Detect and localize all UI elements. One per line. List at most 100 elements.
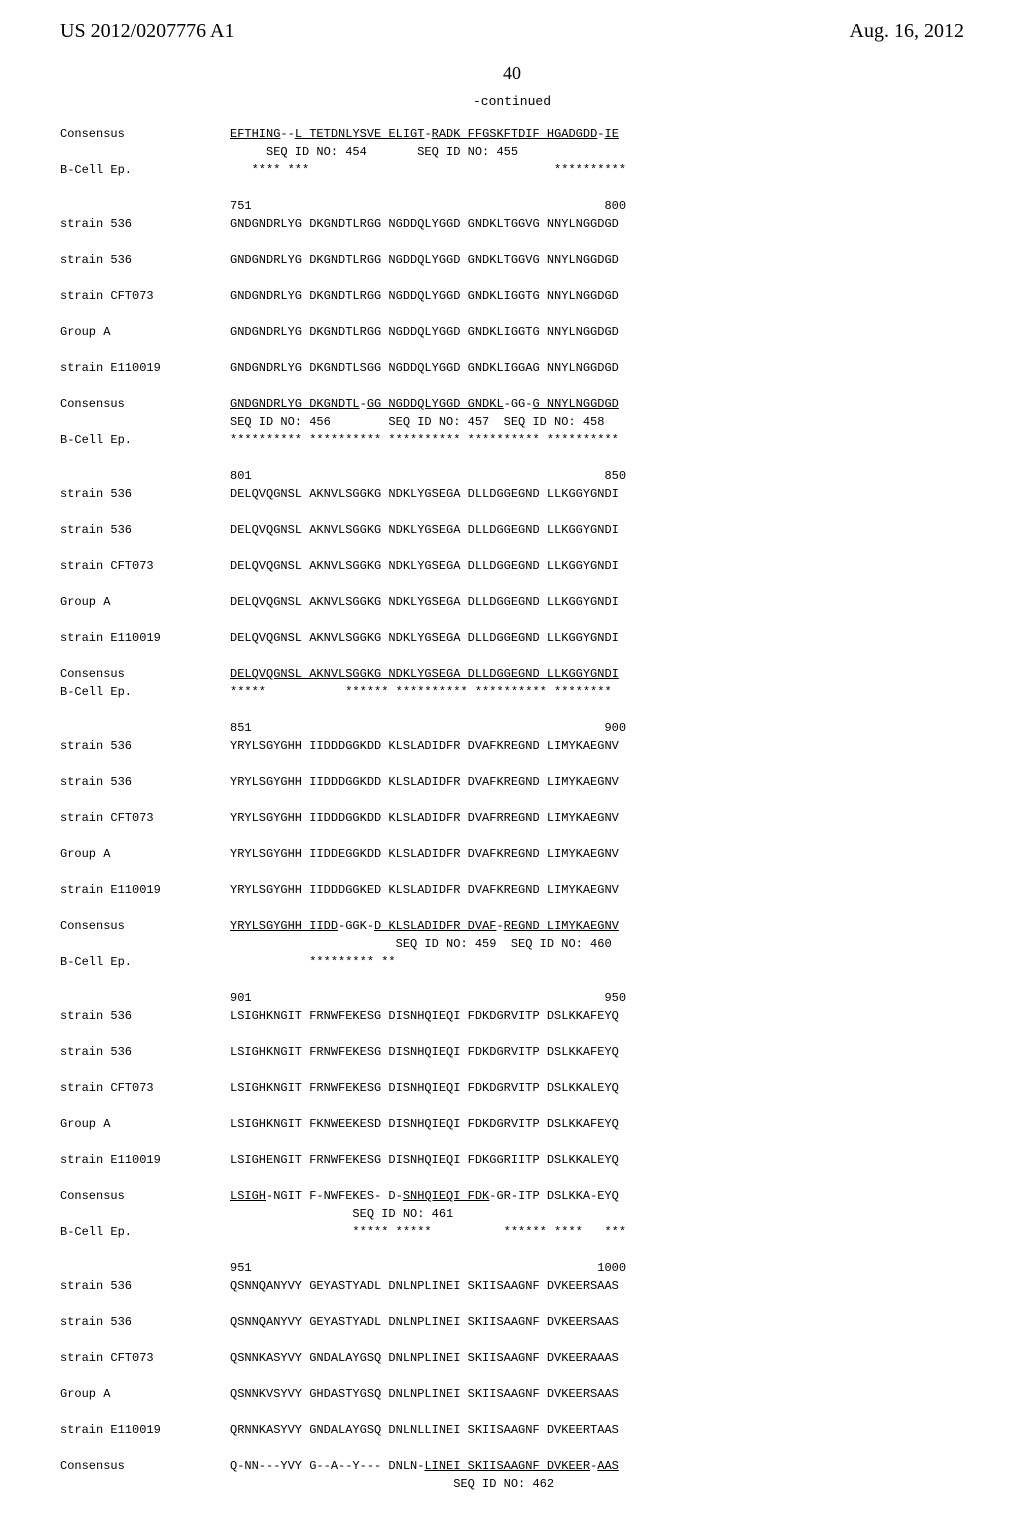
alignment-row bbox=[60, 341, 964, 359]
row-label: strain E110019 bbox=[60, 629, 230, 647]
row-sequence: LSIGHENGIT FRNWFEKESG DISNHQIEQI FDKGGRI… bbox=[230, 1151, 619, 1169]
row-sequence: SEQ ID NO: 454 SEQ ID NO: 455 bbox=[230, 143, 518, 161]
alignment-row: B-Cell Ep. **** *** ********** bbox=[60, 161, 964, 179]
alignment-row: Group AYRYLSGYGHH IIDDEGGKDD KLSLADIDFR … bbox=[60, 845, 964, 863]
row-label: B-Cell Ep. bbox=[60, 1223, 230, 1241]
row-sequence: GNDGNDRLYG DKGNDTLRGG NGDDQLYGGD GNDKLTG… bbox=[230, 251, 619, 269]
alignment-row bbox=[60, 503, 964, 521]
alignment-row bbox=[60, 1439, 964, 1457]
alignment-row bbox=[60, 971, 964, 989]
row-sequence: LSIGH-NGIT F-NWFEKES- D-SNHQIEQI FDK-GR-… bbox=[230, 1187, 619, 1205]
continued-label: -continued bbox=[0, 94, 1024, 109]
alignment-row: strain 536YRYLSGYGHH IIDDDGGKDD KLSLADID… bbox=[60, 773, 964, 791]
row-label: Consensus bbox=[60, 917, 230, 935]
row-sequence: YRYLSGYGHH IIDD-GGK-D KLSLADIDFR DVAF-RE… bbox=[230, 917, 619, 935]
alignment-row bbox=[60, 1025, 964, 1043]
alignment-row bbox=[60, 575, 964, 593]
alignment-row bbox=[60, 827, 964, 845]
alignment-row: SEQ ID NO: 454 SEQ ID NO: 455 bbox=[60, 143, 964, 161]
row-label: strain CFT073 bbox=[60, 809, 230, 827]
publication-number: US 2012/0207776 A1 bbox=[60, 20, 234, 43]
alignment-row bbox=[60, 1403, 964, 1421]
row-sequence: SEQ ID NO: 456 SEQ ID NO: 457 SEQ ID NO:… bbox=[230, 413, 604, 431]
row-label: strain 536 bbox=[60, 521, 230, 539]
alignment-row: 751 800 bbox=[60, 197, 964, 215]
row-sequence: SEQ ID NO: 461 bbox=[230, 1205, 453, 1223]
alignment-row: ConsensusQ-NN---YVY G--A--Y--- DNLN-LINE… bbox=[60, 1457, 964, 1475]
alignment-row bbox=[60, 377, 964, 395]
page-header: US 2012/0207776 A1 Aug. 16, 2012 bbox=[0, 0, 1024, 43]
row-sequence: 851 900 bbox=[230, 719, 626, 737]
row-sequence: DELQVQGNSL AKNVLSGGKG NDKLYGSEGA DLLDGGE… bbox=[230, 485, 619, 503]
row-label: B-Cell Ep. bbox=[60, 953, 230, 971]
row-label: B-Cell Ep. bbox=[60, 431, 230, 449]
alignment-row bbox=[60, 1133, 964, 1151]
alignment-row: Group ADELQVQGNSL AKNVLSGGKG NDKLYGSEGA … bbox=[60, 593, 964, 611]
alignment-row bbox=[60, 1061, 964, 1079]
row-sequence: QSNNQANYVY GEYASTYADL DNLNPLINEI SKIISAA… bbox=[230, 1277, 619, 1295]
alignment-row bbox=[60, 1097, 964, 1115]
alignment-row: B-Cell Ep. ********* ** bbox=[60, 953, 964, 971]
row-sequence: LSIGHKNGIT FRNWFEKESG DISNHQIEQI FDKDGRV… bbox=[230, 1007, 619, 1025]
alignment-row bbox=[60, 647, 964, 665]
alignment-row bbox=[60, 269, 964, 287]
row-sequence: SEQ ID NO: 459 SEQ ID NO: 460 bbox=[230, 935, 612, 953]
alignment-row: strain 536DELQVQGNSL AKNVLSGGKG NDKLYGSE… bbox=[60, 485, 964, 503]
row-sequence: QSNNKVSYVY GHDASTYGSQ DNLNPLINEI SKIISAA… bbox=[230, 1385, 619, 1403]
row-sequence: YRYLSGYGHH IIDDDGGKDD KLSLADIDFR DVAFKRE… bbox=[230, 773, 619, 791]
row-sequence: QRNNKASYVY GNDALAYGSQ DNLNLLINEI SKIISAA… bbox=[230, 1421, 619, 1439]
alignment-row: strain E110019LSIGHENGIT FRNWFEKESG DISN… bbox=[60, 1151, 964, 1169]
alignment-row bbox=[60, 1295, 964, 1313]
alignment-row: SEQ ID NO: 462 bbox=[60, 1475, 964, 1493]
alignment-row: strain CFT073GNDGNDRLYG DKGNDTLRGG NGDDQ… bbox=[60, 287, 964, 305]
sequence-alignment: ConsensusEFTHING--L TETDNLYSVE ELIGT-RAD… bbox=[0, 125, 1024, 1523]
alignment-row: strain 536GNDGNDRLYG DKGNDTLRGG NGDDQLYG… bbox=[60, 251, 964, 269]
row-sequence: ***** ***** ****** **** *** bbox=[230, 1223, 626, 1241]
alignment-row: strain E110019QRNNKASYVY GNDALAYGSQ DNLN… bbox=[60, 1421, 964, 1439]
row-label: B-Cell Ep. bbox=[60, 161, 230, 179]
row-sequence: QSNNKASYVY GNDALAYGSQ DNLNPLINEI SKIISAA… bbox=[230, 1349, 619, 1367]
row-sequence: GNDGNDRLYG DKGNDTL-GG NGDDQLYGGD GNDKL-G… bbox=[230, 395, 619, 413]
alignment-row: strain 536LSIGHKNGIT FRNWFEKESG DISNHQIE… bbox=[60, 1007, 964, 1025]
row-label: Consensus bbox=[60, 665, 230, 683]
alignment-row bbox=[60, 1367, 964, 1385]
alignment-row bbox=[60, 863, 964, 881]
alignment-row bbox=[60, 539, 964, 557]
row-label: strain CFT073 bbox=[60, 1079, 230, 1097]
alignment-row bbox=[60, 1241, 964, 1259]
row-label: strain 536 bbox=[60, 1043, 230, 1061]
alignment-row bbox=[60, 233, 964, 251]
alignment-row: strain CFT073DELQVQGNSL AKNVLSGGKG NDKLY… bbox=[60, 557, 964, 575]
alignment-row: strain CFT073YRYLSGYGHH IIDDDGGKDD KLSLA… bbox=[60, 809, 964, 827]
row-sequence: DELQVQGNSL AKNVLSGGKG NDKLYGSEGA DLLDGGE… bbox=[230, 521, 619, 539]
alignment-row: Group AGNDGNDRLYG DKGNDTLRGG NGDDQLYGGD … bbox=[60, 323, 964, 341]
row-sequence: YRYLSGYGHH IIDDEGGKDD KLSLADIDFR DVAFKRE… bbox=[230, 845, 619, 863]
alignment-row: strain 536QSNNQANYVY GEYASTYADL DNLNPLIN… bbox=[60, 1313, 964, 1331]
row-label: strain 536 bbox=[60, 251, 230, 269]
alignment-row: ConsensusYRYLSGYGHH IIDD-GGK-D KLSLADIDF… bbox=[60, 917, 964, 935]
row-sequence: SEQ ID NO: 462 bbox=[230, 1475, 554, 1493]
row-sequence: DELQVQGNSL AKNVLSGGKG NDKLYGSEGA DLLDGGE… bbox=[230, 593, 619, 611]
alignment-row: ConsensusDELQVQGNSL AKNVLSGGKG NDKLYGSEG… bbox=[60, 665, 964, 683]
alignment-row: ConsensusLSIGH-NGIT F-NWFEKES- D-SNHQIEQ… bbox=[60, 1187, 964, 1205]
alignment-row: strain CFT073LSIGHKNGIT FRNWFEKESG DISNH… bbox=[60, 1079, 964, 1097]
alignment-row: B-Cell Ep.********** ********** ********… bbox=[60, 431, 964, 449]
alignment-row: 851 900 bbox=[60, 719, 964, 737]
page-number: 40 bbox=[0, 63, 1024, 84]
publication-date: Aug. 16, 2012 bbox=[850, 20, 964, 43]
alignment-row bbox=[60, 305, 964, 323]
alignment-row: strain E110019DELQVQGNSL AKNVLSGGKG NDKL… bbox=[60, 629, 964, 647]
alignment-row bbox=[60, 701, 964, 719]
alignment-row: ConsensusGNDGNDRLYG DKGNDTL-GG NGDDQLYGG… bbox=[60, 395, 964, 413]
alignment-row bbox=[60, 791, 964, 809]
row-label: strain 536 bbox=[60, 485, 230, 503]
alignment-row: SEQ ID NO: 461 bbox=[60, 1205, 964, 1223]
row-sequence: 751 800 bbox=[230, 197, 626, 215]
row-sequence: LSIGHKNGIT FKNWEEKESD DISNHQIEQI FDKDGRV… bbox=[230, 1115, 619, 1133]
row-sequence: LSIGHKNGIT FRNWFEKESG DISNHQIEQI FDKDGRV… bbox=[230, 1043, 619, 1061]
alignment-row: 801 850 bbox=[60, 467, 964, 485]
row-label: strain 536 bbox=[60, 1007, 230, 1025]
row-label: strain CFT073 bbox=[60, 1349, 230, 1367]
alignment-row: strain 536QSNNQANYVY GEYASTYADL DNLNPLIN… bbox=[60, 1277, 964, 1295]
row-sequence: Q-NN---YVY G--A--Y--- DNLN-LINEI SKIISAA… bbox=[230, 1457, 619, 1475]
